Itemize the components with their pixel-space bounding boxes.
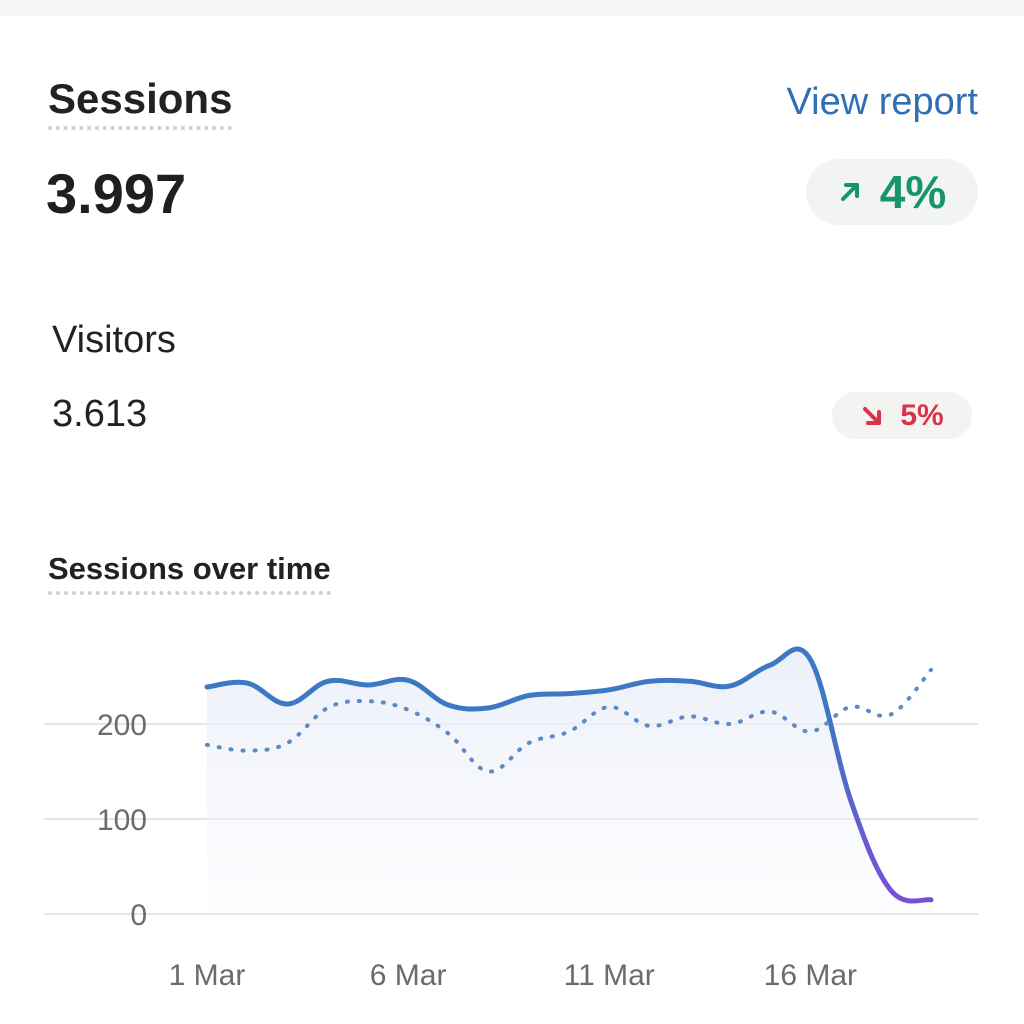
- change-badge-up: 4%: [806, 159, 978, 225]
- x-tick-label: 16 Mar: [764, 959, 857, 992]
- change-badge-up-text: 4%: [879, 166, 947, 218]
- metric-title[interactable]: Sessions: [48, 76, 233, 130]
- x-tick-label: 6 Mar: [370, 959, 447, 992]
- x-tick-label: 1 Mar: [169, 959, 246, 992]
- visitors-value: 3.613: [52, 393, 148, 435]
- y-tick-label: 100: [97, 804, 147, 837]
- visitors-label: Visitors: [52, 319, 176, 361]
- arrow-down-right-icon: [863, 406, 882, 425]
- arrow-up-right-icon: [840, 183, 859, 201]
- view-report-link[interactable]: View report: [786, 81, 978, 123]
- series-line-current: [204, 646, 934, 904]
- metric-value: 3.997: [46, 162, 187, 225]
- x-tick-label: 11 Mar: [564, 959, 655, 992]
- change-badge-down-text: 5%: [900, 398, 944, 432]
- y-tick-label: 200: [97, 709, 147, 742]
- change-badge-down: 5%: [832, 392, 972, 439]
- y-tick-label: 0: [130, 899, 147, 932]
- chart-title[interactable]: Sessions over time: [48, 551, 331, 595]
